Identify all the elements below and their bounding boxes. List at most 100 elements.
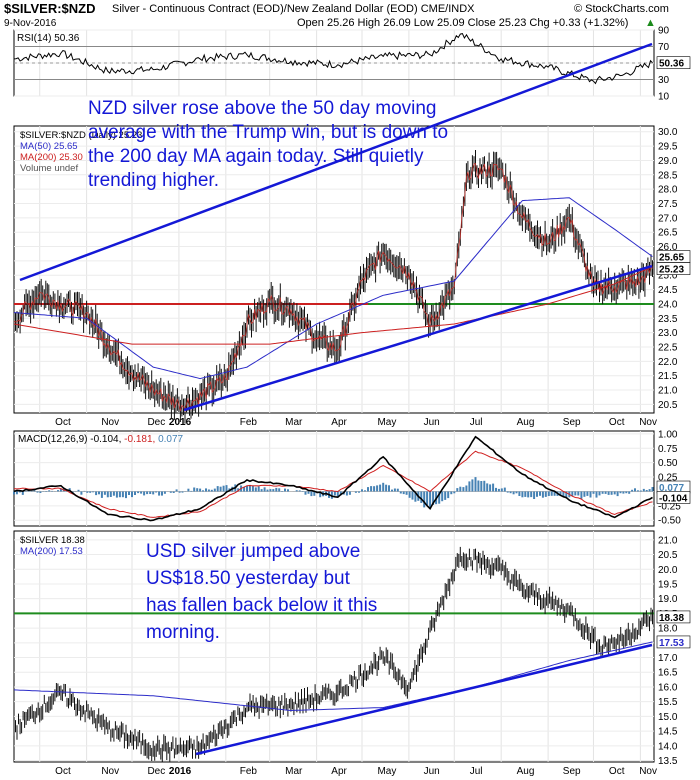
axis-tick-label: 16.5 (658, 668, 678, 679)
macd-histogram-bar (645, 490, 648, 492)
macd-histogram-bar (48, 490, 51, 492)
usd-ma200-tag-text: 17.53 (659, 638, 684, 649)
month-label: Nov (101, 417, 119, 428)
month-label: Feb (240, 766, 258, 777)
month-label: Mar (285, 417, 303, 428)
macd-histogram-bar (272, 489, 275, 492)
macd-histogram-bar (181, 491, 184, 493)
macd-histogram-bar (83, 490, 86, 492)
macd-histogram-bar (187, 488, 190, 492)
macd-histogram-bar (420, 491, 423, 503)
month-label: Jun (424, 766, 440, 777)
macd-histogram-bar (295, 490, 298, 492)
macd-histogram-bar (592, 491, 595, 494)
macd-histogram-bar (462, 487, 465, 492)
macd-histogram-bar (131, 491, 133, 498)
macd-histogram-bar (86, 491, 89, 493)
axis-tick-label: 23.5 (658, 314, 678, 325)
watermark: © StockCharts.com (574, 3, 669, 15)
chart-series (13, 33, 654, 762)
axis-tick-label: 27.5 (658, 199, 678, 210)
macd-label: MACD(12,26,9) -0.104, -0.181, 0.077 (18, 434, 184, 445)
macd-histogram-bar (152, 491, 155, 495)
month-label: 2016 (169, 417, 192, 428)
macd-histogram-bar (45, 491, 48, 492)
macd-histogram-bar (266, 489, 269, 492)
axis-tick-label: -0.25 (658, 501, 681, 512)
macd-histogram-bar (527, 491, 530, 498)
macd-histogram-bar (246, 485, 248, 492)
macd-histogram-bar (284, 488, 286, 492)
macd-histogram-bar (411, 491, 414, 500)
macd-histogram-bar (486, 483, 489, 492)
month-label: 2016 (169, 766, 192, 777)
usd-annotation: USD silver jumped above US$18.50 yesterd… (146, 541, 377, 643)
macd-histogram-bar (489, 484, 492, 492)
value-axes: 907050301030.029.529.028.528.027.527.026… (658, 26, 681, 768)
macd-histogram-bar (565, 491, 568, 499)
usd-annotation-line-1: USD silver jumped above (146, 541, 360, 562)
month-label: Nov (639, 766, 657, 777)
rsi-value-tag-text: 50.36 (659, 59, 684, 70)
macd-histogram-bar (345, 491, 348, 496)
macd-histogram-bar (477, 480, 480, 492)
chart-date: 9-Nov-2016 (4, 18, 57, 29)
macd-signal-line (13, 450, 653, 518)
macd-histogram-bar (583, 491, 586, 497)
axis-tick-label: 24.0 (658, 299, 678, 310)
axis-tick-label: 28.0 (658, 185, 678, 196)
macd-histogram-bar (36, 491, 39, 493)
rsi-label: RSI(14) 50.36 (17, 33, 80, 44)
macd-histogram-bar (257, 486, 260, 492)
macd-histogram-bar (112, 491, 115, 496)
macd-histogram-bar (577, 491, 580, 496)
month-label: Nov (101, 766, 119, 777)
macd-histogram-bar (518, 491, 521, 496)
axis-tick-label: 27.0 (658, 213, 678, 224)
macd-histogram-bar (140, 491, 143, 494)
macd-histogram-bar (143, 491, 146, 496)
month-label: Oct (55, 417, 71, 428)
macd-histogram-bar (601, 491, 604, 494)
macd-histogram-bar (382, 482, 385, 492)
month-label: May (377, 417, 396, 428)
macd-histogram-bar (51, 490, 54, 492)
macd-histogram-bar (631, 489, 634, 492)
macd-histogram-bar (607, 491, 610, 495)
macd-histogram-bar (385, 484, 388, 492)
macd-histogram-bar (550, 491, 553, 496)
macd-histogram-bar (539, 491, 541, 496)
axis-tick-label: 14.5 (658, 727, 678, 738)
macd-histogram-bar (536, 491, 538, 497)
macd-histogram-bar (432, 491, 435, 505)
month-label: Dec (147, 417, 165, 428)
macd-histogram-bar (137, 491, 140, 494)
macd-histogram-bar (391, 489, 393, 492)
macd-histogram-bar (429, 491, 432, 509)
axis-tick-label: 70 (658, 42, 670, 53)
macd-histogram-bar (634, 488, 636, 492)
macd-histogram-bar (207, 489, 210, 492)
macd-histogram-bar (571, 491, 574, 497)
macd-histogram-bar (161, 491, 163, 496)
macd-histogram-bar (483, 480, 486, 492)
macd-histogram-bar (613, 491, 616, 495)
macd-value-tag (656, 491, 691, 504)
macd-histogram-bar (628, 491, 631, 494)
month-label: Apr (331, 417, 347, 428)
axis-tick-label: 14.0 (658, 741, 678, 752)
macd-histogram-bar (408, 491, 411, 498)
usd-price-tag (656, 610, 691, 624)
axis-tick-label: 20.0 (658, 565, 678, 576)
macd-histogram-bar (336, 491, 339, 498)
month-axis-top: Oct Nov Dec 2016 Feb Mar Apr May Jun Jul Aug Sep Oct… (55, 417, 657, 428)
axis-tick-label: 21.0 (658, 535, 678, 546)
axis-tick-label: 0.50 (658, 458, 678, 469)
macd-histogram-bar (39, 491, 42, 493)
macd-histogram-bar (103, 491, 106, 495)
macd-histogram-bar (530, 491, 533, 498)
macd-histogram-bar (503, 487, 506, 492)
macd-histogram-bar (269, 489, 272, 492)
macd-histogram-bar (562, 491, 565, 496)
